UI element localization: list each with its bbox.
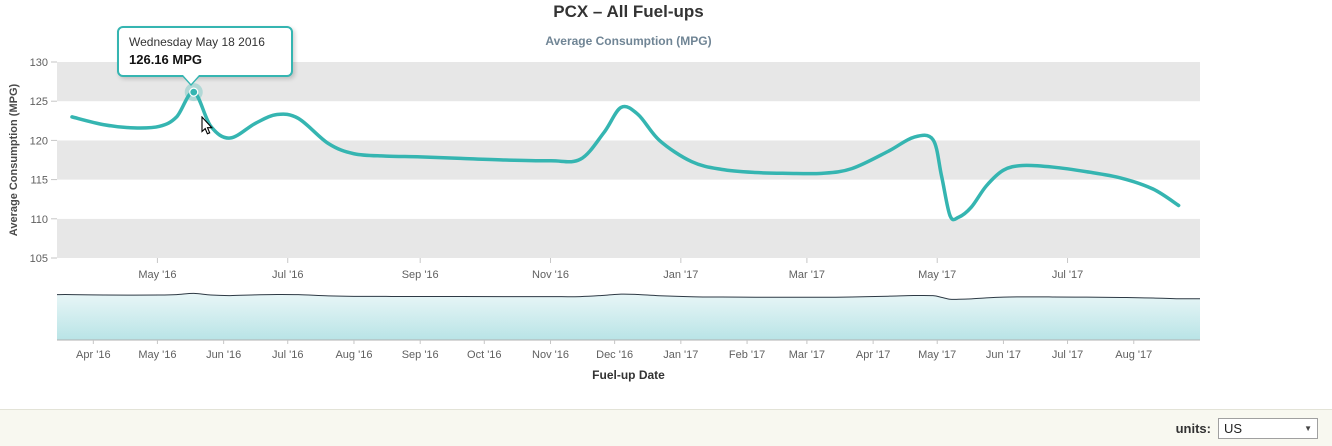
navigator-axis-label: Jan '17 xyxy=(663,349,698,361)
y-axis-label: 110 xyxy=(30,214,48,226)
x-axis-label: Jul '17 xyxy=(1052,269,1083,281)
x-axis-label: May '16 xyxy=(138,269,176,281)
chart-subtitle: Average Consumption (MPG) xyxy=(545,34,712,48)
navigator-area[interactable] xyxy=(57,293,1200,340)
series-line[interactable] xyxy=(70,90,1181,222)
navigator-axis-label: Jul '16 xyxy=(272,349,303,361)
units-label: units: xyxy=(1175,420,1211,436)
chart-title: PCX – All Fuel-ups xyxy=(553,2,704,21)
y-axis-label: 105 xyxy=(30,253,48,265)
navigator-axis-label: Sep '16 xyxy=(402,349,439,361)
units-select-value: US xyxy=(1224,420,1243,436)
marker-point[interactable] xyxy=(189,87,199,97)
x-axis-label: May '17 xyxy=(918,269,956,281)
x-axis-label: Nov '16 xyxy=(532,269,569,281)
units-select[interactable]: US ▼ xyxy=(1218,417,1318,439)
plot-band xyxy=(57,140,1200,180)
navigator-axis-label: Nov '16 xyxy=(532,349,569,361)
navigator-axis-label: Jul '17 xyxy=(1052,349,1083,361)
navigator-axis-label: Aug '17 xyxy=(1115,349,1152,361)
x-axis-label: Mar '17 xyxy=(789,269,825,281)
x-axis-label: Jul '16 xyxy=(272,269,303,281)
plot-band xyxy=(57,179,1200,219)
navigator-axis-label: Oct '16 xyxy=(467,349,502,361)
x-axis-label: Jan '17 xyxy=(663,269,698,281)
plot-band xyxy=(57,218,1200,258)
navigator-axis-label: Feb '17 xyxy=(729,349,765,361)
navigator-axis-label: May '17 xyxy=(918,349,956,361)
navigator-axis-label: Apr '16 xyxy=(76,349,111,361)
navigator-axis-label: May '16 xyxy=(138,349,176,361)
navigator-axis-label: Aug '16 xyxy=(335,349,372,361)
footer-bar: units: US ▼ xyxy=(0,409,1332,446)
y-axis-label: 115 xyxy=(30,175,48,187)
x-axis-label: Sep '16 xyxy=(402,269,439,281)
tooltip-value: 126.16 MPG xyxy=(129,52,202,67)
tooltip: Wednesday May 18 2016 126.16 MPG xyxy=(117,26,293,86)
navigator-axis-label: Dec '16 xyxy=(596,349,633,361)
tooltip-pointer-icon xyxy=(181,74,201,86)
navigator-axis-label: Mar '17 xyxy=(789,349,825,361)
y-axis-label: 125 xyxy=(30,96,48,108)
mouse-cursor-icon xyxy=(201,116,214,135)
tooltip-date: Wednesday May 18 2016 xyxy=(129,35,265,49)
navigator-line xyxy=(56,292,1201,300)
y-axis-label: 120 xyxy=(30,135,48,147)
navigator-axis-label: Jun '16 xyxy=(206,349,241,361)
navigator-axis-label: Jun '17 xyxy=(986,349,1021,361)
chart-canvas[interactable]: 105 110 115 120 125 130 May '16 Jul '16 Sep '16 N… xyxy=(0,0,1332,400)
y-axis-label: 130 xyxy=(30,57,48,69)
x-axis-title: Fuel-up Date xyxy=(592,368,665,382)
dropdown-arrow-icon: ▼ xyxy=(1304,423,1312,433)
navigator-axis-label: Apr '17 xyxy=(856,349,891,361)
